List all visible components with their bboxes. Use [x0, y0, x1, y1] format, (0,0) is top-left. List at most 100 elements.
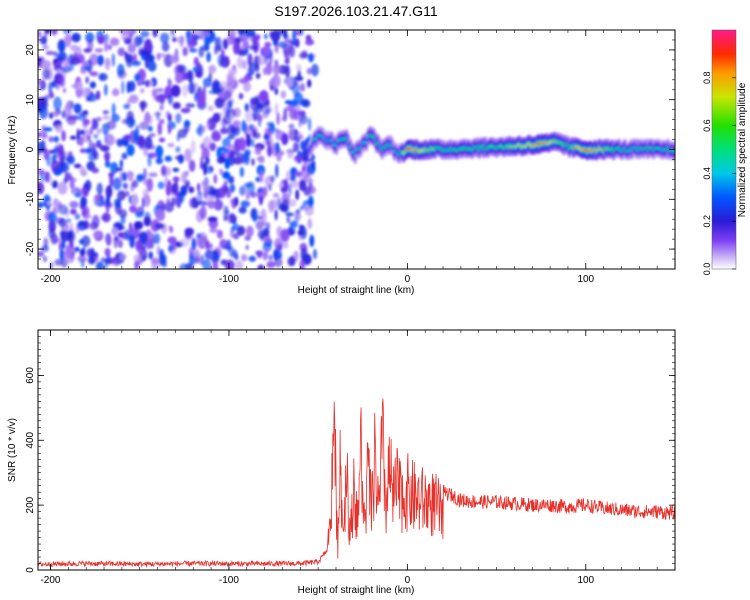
noise-blob — [82, 119, 91, 125]
noise-blob — [224, 259, 235, 269]
noise-blob — [133, 254, 142, 262]
ridge-cell — [483, 144, 487, 147]
noise-blob — [81, 259, 85, 268]
noise-blob — [159, 32, 170, 44]
noise-blob — [213, 199, 224, 211]
noise-blob — [255, 215, 263, 220]
noise-blob — [239, 166, 245, 178]
noise-blob — [209, 166, 213, 172]
noise-blob — [274, 209, 278, 221]
ridge-cell — [636, 146, 640, 149]
noise-blob — [111, 227, 119, 235]
noise-blob — [70, 135, 77, 140]
noise-blob — [129, 234, 136, 249]
noise-blob — [158, 249, 165, 260]
noise-blob — [73, 103, 82, 114]
ridge-cell — [441, 149, 444, 152]
noise-blob — [164, 201, 174, 213]
noise-blob — [104, 33, 109, 42]
noise-blob — [164, 155, 173, 162]
ridge-cell — [628, 149, 631, 153]
noise-blob — [54, 124, 64, 133]
noise-blob — [305, 38, 315, 46]
noise-blob — [59, 248, 65, 261]
y-tick-label: 200 — [25, 496, 36, 513]
noise-blob — [172, 167, 180, 172]
ridge-cell — [426, 148, 430, 151]
noise-blob — [123, 103, 130, 110]
noise-blob — [104, 84, 108, 96]
ridge-cell — [655, 146, 658, 150]
y-tick-label: 0 — [25, 567, 36, 573]
ridge-cell — [501, 144, 504, 148]
noise-blob — [96, 182, 103, 195]
y-tick-label: 20 — [25, 44, 36, 56]
noise-blob — [138, 142, 146, 150]
noise-blob — [299, 206, 304, 211]
ridge-cell — [513, 145, 517, 148]
ridge-cell — [359, 146, 363, 149]
noise-blob — [85, 147, 92, 154]
ridge-cell — [369, 134, 373, 137]
noise-blob — [43, 127, 53, 132]
ridge-cell — [385, 144, 388, 147]
ridge-cell — [571, 144, 574, 148]
noise-blob — [129, 30, 133, 44]
noise-blob — [263, 186, 268, 197]
noise-blob — [119, 159, 123, 168]
ridge-cell — [322, 137, 326, 140]
colorbar-tick-label: 0.8 — [702, 72, 712, 85]
ridge-cell — [635, 148, 638, 152]
noise-blob — [87, 135, 91, 141]
noise-blob — [288, 228, 294, 236]
ridge-cell — [336, 140, 340, 143]
ridge-cell — [395, 150, 398, 153]
noise-blob — [246, 133, 251, 148]
ridge-cell — [399, 150, 403, 153]
noise-blob — [292, 82, 300, 97]
noise-blob — [277, 197, 281, 210]
noise-blob — [272, 193, 280, 198]
noise-blob — [131, 179, 139, 188]
ridge-cell — [581, 148, 584, 152]
noise-blob — [299, 83, 306, 92]
noise-blob — [303, 161, 310, 167]
ridge-cell — [548, 142, 551, 145]
noise-blob — [109, 37, 120, 46]
x-tick-label: -200 — [40, 274, 60, 285]
noise-blob — [138, 49, 146, 57]
ridge-cell — [612, 150, 615, 153]
noise-blob — [296, 63, 302, 72]
noise-blob — [288, 45, 296, 58]
noise-blob — [38, 105, 49, 120]
noise-blob — [66, 218, 72, 224]
noise-blob — [177, 129, 188, 139]
noise-blob — [244, 109, 254, 123]
noise-blob — [283, 30, 288, 40]
noise-blob — [103, 151, 111, 162]
noise-blob — [69, 208, 77, 215]
noise-blob — [114, 237, 119, 242]
noise-blob — [227, 123, 237, 137]
snr-x-axis-label: Height of straight line (km) — [298, 585, 415, 596]
noise-blob — [51, 180, 59, 189]
noise-blob — [79, 129, 85, 135]
noise-blob — [114, 198, 121, 209]
ridge-cell — [558, 140, 561, 144]
ridge-cell — [553, 139, 557, 142]
noise-blob — [38, 30, 42, 38]
noise-blob — [180, 237, 190, 248]
noise-blob — [226, 189, 232, 199]
ridge-cell — [396, 152, 400, 155]
noise-blob — [170, 84, 181, 98]
ridge-cell — [312, 139, 316, 142]
noise-blob — [217, 54, 224, 67]
ridge-cell — [326, 138, 330, 142]
noise-blob — [39, 81, 43, 88]
noise-blob — [48, 81, 53, 95]
ridge-cell — [593, 147, 597, 150]
noise-blob — [232, 41, 240, 55]
ridge-cell — [512, 146, 515, 149]
noise-blob — [289, 174, 296, 182]
